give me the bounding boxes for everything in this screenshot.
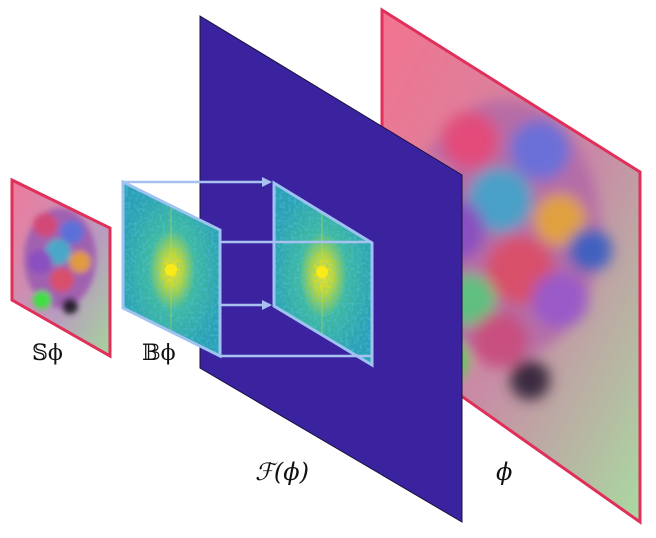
fourier-label: ℱ(ϕ) — [255, 458, 309, 486]
small-field-border — [10, 177, 112, 359]
band-spectrum-label: 𝔹ϕ — [142, 341, 176, 366]
projection-arrows — [123, 177, 372, 358]
field-label: ϕ — [496, 458, 512, 486]
small-spectrum-label: 𝕊ϕ — [32, 341, 63, 366]
fourier-spectrum-border — [272, 180, 374, 368]
